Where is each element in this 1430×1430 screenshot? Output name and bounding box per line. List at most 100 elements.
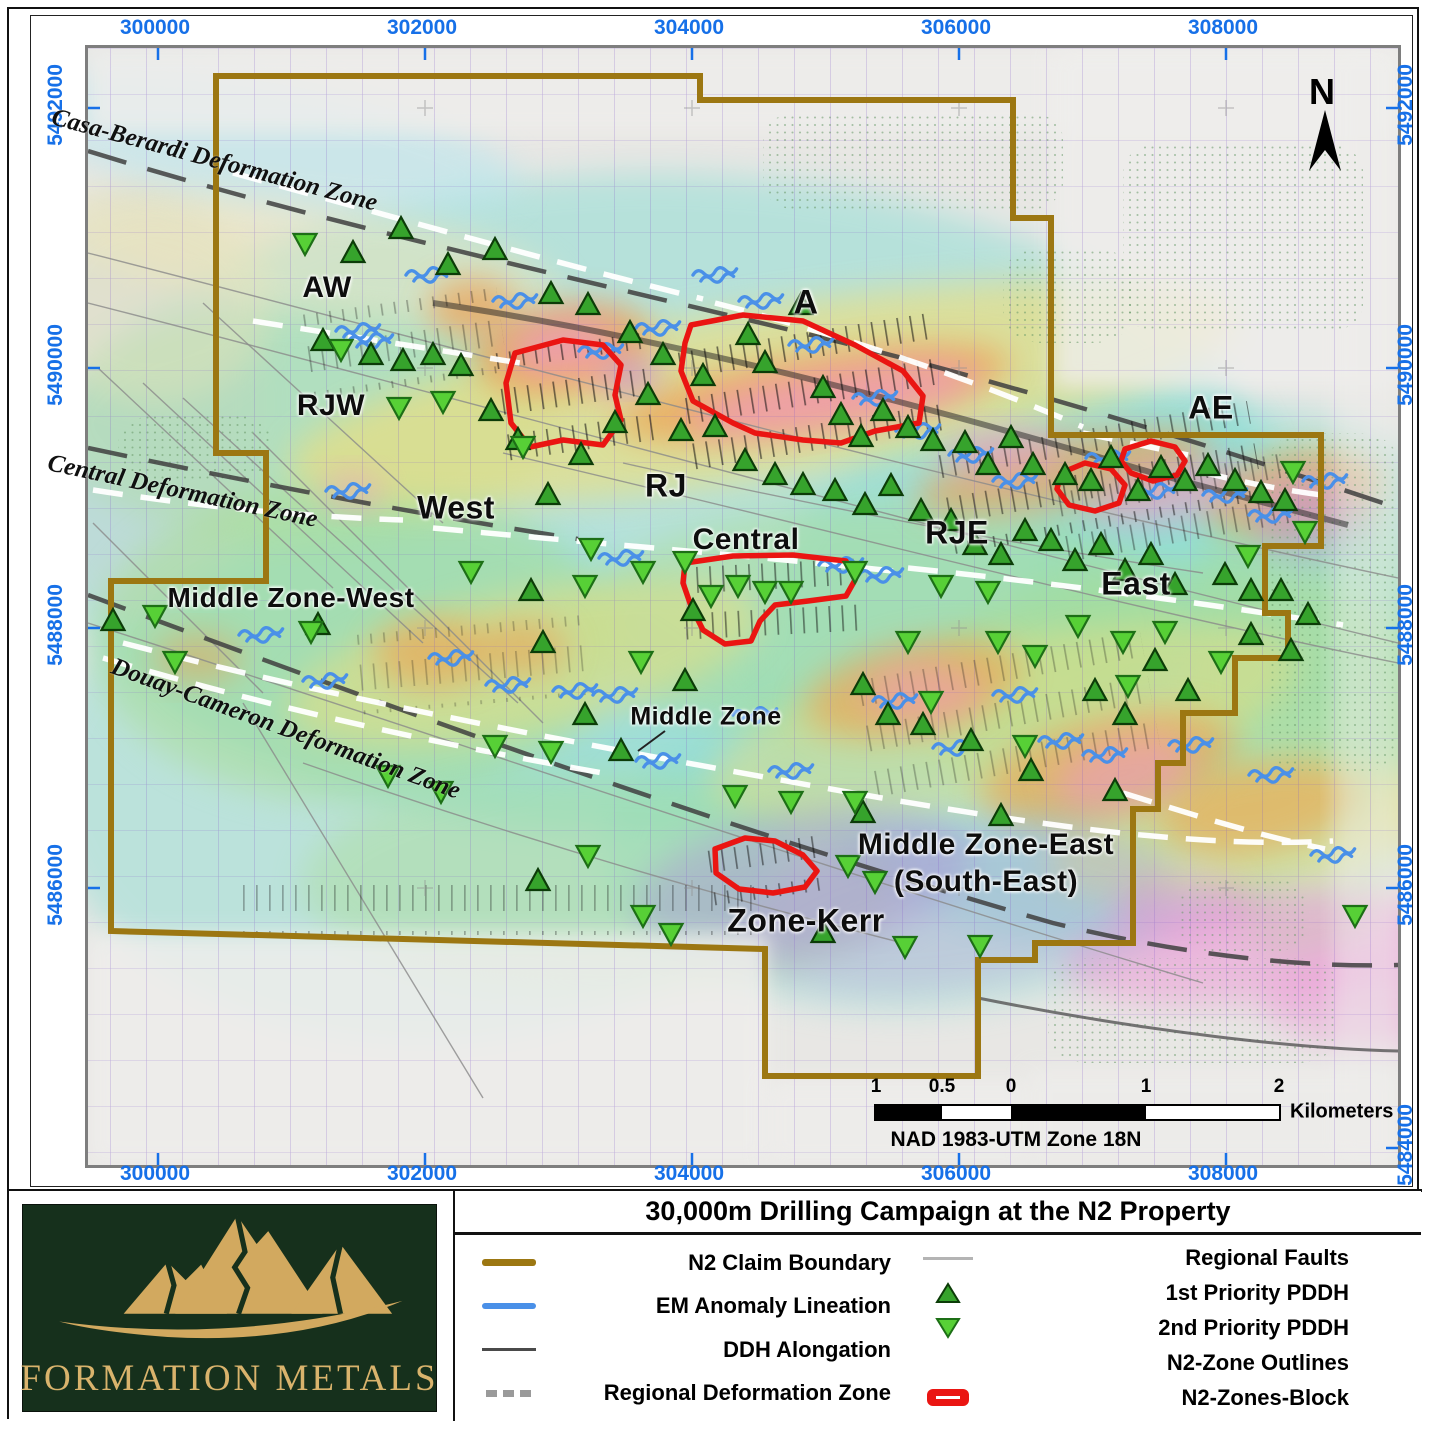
pddh-1st-marker — [1124, 476, 1152, 502]
pddh-1st-marker — [1237, 576, 1265, 602]
legend-symbol — [915, 1281, 981, 1305]
pddh-1st-marker — [679, 596, 707, 622]
pddh-2nd-marker — [429, 390, 457, 416]
legend-label: 2nd Priority PDDH — [1158, 1314, 1349, 1340]
pddh-2nd-marker — [927, 574, 955, 600]
pddh-2nd-marker — [657, 922, 685, 948]
pddh-1st-marker — [849, 798, 877, 824]
legend-item: EM Anomaly Lineation — [455, 1293, 903, 1319]
pddh-2nd-marker — [721, 784, 749, 810]
legend-item: Regional Faults — [903, 1245, 1421, 1271]
pddh-1st-marker — [529, 628, 557, 654]
pddh-1st-marker — [1017, 756, 1045, 782]
legend-item: N2 Claim Boundary — [455, 1250, 903, 1276]
north-label: N — [1309, 71, 1335, 112]
pddh-2nd-marker — [627, 650, 655, 676]
pddh-2nd-marker — [1021, 644, 1049, 670]
pddh-1st-marker — [761, 460, 789, 486]
pddh-1st-marker — [1237, 620, 1265, 646]
legend-symbol — [455, 1303, 563, 1310]
pddh-1st-marker — [751, 348, 779, 374]
pddh-2nd-marker — [297, 620, 325, 646]
pddh-1st-marker — [847, 422, 875, 448]
company-logo: FORMATION METALS — [20, 1204, 437, 1412]
pddh-1st-marker — [447, 351, 475, 377]
pddh-1st-marker — [634, 380, 662, 406]
pddh-2nd-marker — [891, 935, 919, 961]
legend-column-left: N2 Claim Boundary EM Anomaly Lineation DDH… — [455, 1235, 903, 1421]
pddh-2nd-marker — [537, 740, 565, 766]
em-lineation-swatch — [482, 1303, 536, 1310]
pddh-1st-marker — [919, 426, 947, 452]
pddh-2nd-marker — [777, 790, 805, 816]
grid-crosses — [417, 100, 1234, 896]
legend-label: N2-Zone Outlines — [1166, 1349, 1349, 1375]
coordinate-ticks — [88, 48, 1398, 1165]
legend-symbol — [915, 1389, 981, 1407]
pddh-2nd-marker — [834, 854, 862, 880]
legend-label: 1st Priority PDDH — [1165, 1280, 1349, 1306]
legend-symbol — [455, 1259, 563, 1267]
n2-claim-boundary — [108, 73, 1324, 1079]
pddh-1st-marker — [997, 423, 1025, 449]
legend-item: 2nd Priority PDDH — [903, 1315, 1421, 1341]
mountains-icon — [59, 1215, 403, 1339]
pddh-1st-marker — [671, 666, 699, 692]
pddh-1st-marker — [481, 235, 509, 261]
pddh-1st-marker — [1097, 443, 1125, 469]
pddh-2nd-marker — [984, 630, 1012, 656]
pddh-1st-marker — [909, 710, 937, 736]
forest-stipple-patches — [118, 111, 1398, 1063]
ddh-alongation-swatch — [482, 1348, 536, 1352]
pddh-1st-marker — [1101, 776, 1129, 802]
north-arrow-icon — [1309, 110, 1341, 171]
legend-label: N2 Claim Boundary — [688, 1249, 891, 1275]
pddh-1st-marker — [821, 476, 849, 502]
pddh-1st-marker — [1037, 526, 1065, 552]
pddh-1st-marker — [827, 400, 855, 426]
pddh-1st-marker — [574, 290, 602, 316]
pddh-1st-marker — [1087, 530, 1115, 556]
pddh-1st-marker — [1194, 451, 1222, 477]
pddh-1st-marker — [1174, 676, 1202, 702]
pddh-1st-marker — [907, 496, 935, 522]
deformation-zone-swatch — [486, 1389, 532, 1397]
pddh-1st-marker — [1019, 450, 1047, 476]
pddh-1st-marker — [649, 340, 677, 366]
pddh-1st-marker — [387, 214, 415, 240]
pddh-1st-marker — [477, 396, 505, 422]
middle-zone-pointer-line — [637, 730, 666, 752]
pddh-2nd-marker — [751, 580, 779, 606]
map-title: 30,000m Drilling Campaign at the N2 Prop… — [455, 1191, 1421, 1235]
pddh-1st-marker — [1277, 636, 1305, 662]
pddh-1st-marker — [951, 428, 979, 454]
pddh-1st-marker — [434, 250, 462, 276]
pddh-2nd-marker — [571, 574, 599, 600]
pddh-1st-marker — [1011, 516, 1039, 542]
pddh-2nd-marker — [1151, 620, 1179, 646]
pddh-2nd-marker — [1291, 520, 1319, 546]
pddh-2nd-marker — [966, 934, 994, 960]
pddh-1st-marker — [1137, 540, 1165, 566]
pddh-2nd-marker — [1279, 460, 1307, 486]
legend-item: N2-Zones-Block — [903, 1385, 1421, 1411]
pddh-2nd-marker — [509, 435, 537, 461]
pddh-1st-marker — [534, 480, 562, 506]
pddh-1st-marker — [339, 238, 367, 264]
pddh-1st-marker — [1051, 460, 1079, 486]
pddh-1st-marker — [1267, 576, 1295, 602]
pddh-1st-marker — [357, 340, 385, 366]
pddh-2nd-marker — [327, 338, 355, 364]
pddh-2nd-marker — [574, 844, 602, 870]
pddh-2nd-marker — [1011, 734, 1039, 760]
pddh-1st-marker — [524, 866, 552, 892]
pddh-1st-marker — [601, 408, 629, 434]
triangle-up-icon — [935, 1282, 961, 1304]
pddh-1st-marker — [874, 700, 902, 726]
pddh-markers — [99, 214, 1369, 961]
pddh-1st-marker — [869, 396, 897, 422]
pddh-1st-marker — [689, 361, 717, 387]
pddh-1st-marker — [389, 346, 417, 372]
pddh-1st-marker — [1221, 466, 1249, 492]
pddh-1st-marker — [809, 373, 837, 399]
